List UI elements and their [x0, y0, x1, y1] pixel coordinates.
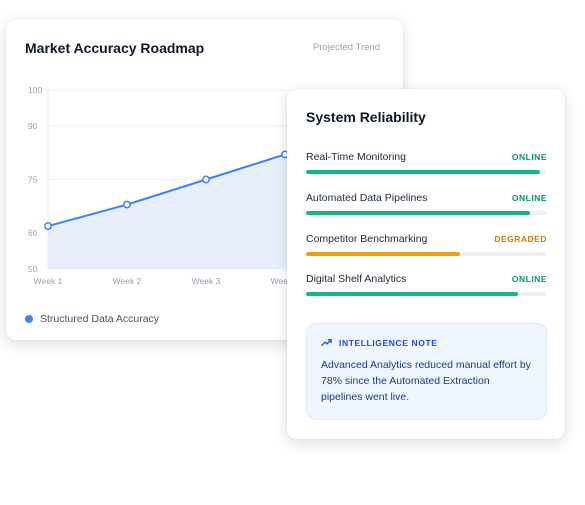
- status-track: [306, 292, 547, 296]
- x-tick-label: Week 2: [113, 276, 142, 286]
- y-tick-label: 100: [28, 85, 42, 95]
- legend-label: Structured Data Accuracy: [40, 313, 160, 325]
- system-name: Competitor Benchmarking: [306, 233, 428, 245]
- reliability-title: System Reliability: [306, 109, 426, 125]
- status-bar: [306, 292, 519, 296]
- status-track: [306, 211, 547, 215]
- status-bar: [306, 170, 540, 174]
- roadmap-title: Market Accuracy Roadmap: [25, 40, 205, 56]
- y-tick-label: 75: [28, 175, 38, 185]
- note-title: INTELLIGENCE NOTE: [339, 337, 438, 348]
- legend-dot: [25, 315, 33, 323]
- status-badge: ONLINE: [511, 193, 547, 203]
- system-name: Automated Data Pipelines: [306, 192, 428, 204]
- roadmap-subtitle: Projected Trend: [312, 42, 380, 53]
- y-tick-label: 90: [28, 121, 38, 131]
- system-row: Real-Time Monitoring ONLINE: [306, 151, 547, 174]
- chart-legend: Structured Data Accuracy: [25, 313, 159, 325]
- status-badge: DEGRADED: [494, 234, 547, 244]
- status-bar: [306, 211, 531, 215]
- status-track: [306, 252, 547, 256]
- y-tick-label: 50: [28, 264, 38, 274]
- intelligence-note: INTELLIGENCE NOTE Advanced Analytics red…: [306, 323, 547, 420]
- reliability-card: System Reliability Real-Time Monitoring …: [287, 89, 565, 439]
- status-badge: ONLINE: [511, 274, 547, 284]
- data-point: [123, 200, 131, 209]
- data-point: [202, 175, 210, 184]
- trend-up-icon: [321, 339, 332, 346]
- x-tick-label: Week 4: [271, 276, 300, 286]
- data-point: [44, 222, 52, 230]
- system-row: Competitor Benchmarking DEGRADED: [306, 233, 547, 256]
- status-track: [306, 170, 547, 174]
- status-bar: [306, 252, 461, 256]
- x-tick-label: Week 1: [34, 276, 63, 286]
- note-body: Advanced Analytics reduced manual effort…: [321, 359, 531, 403]
- y-tick-label: 60: [28, 228, 38, 238]
- x-tick-label: Week 3: [192, 276, 221, 286]
- system-name: Real-Time Monitoring: [306, 151, 406, 163]
- system-row: Digital Shelf Analytics ONLINE: [306, 273, 547, 296]
- system-name: Digital Shelf Analytics: [306, 273, 407, 285]
- status-badge: ONLINE: [511, 152, 547, 162]
- system-row: Automated Data Pipelines ONLINE: [306, 192, 547, 215]
